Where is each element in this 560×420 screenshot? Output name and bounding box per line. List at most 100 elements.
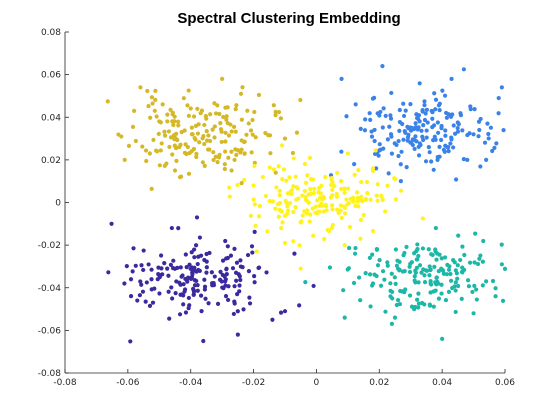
data-point-cluster-2 — [388, 116, 394, 121]
data-point-cluster-2 — [450, 112, 455, 117]
data-point-cluster-4 — [191, 292, 196, 297]
data-point-cluster-2 — [417, 141, 422, 146]
data-point-cluster-4 — [209, 270, 214, 275]
data-point-cluster-1 — [152, 108, 157, 113]
data-point-cluster-2 — [446, 149, 451, 154]
data-point-cluster-1 — [189, 125, 194, 130]
data-point-cluster-2 — [421, 137, 426, 143]
data-point-cluster-3 — [279, 209, 284, 214]
data-point-cluster-4 — [217, 277, 223, 282]
data-point-cluster-3 — [293, 174, 298, 179]
data-point-cluster-2 — [381, 106, 386, 111]
data-point-cluster-4 — [231, 311, 236, 317]
data-point-cluster-5 — [422, 302, 427, 307]
data-point-cluster-1 — [226, 155, 231, 160]
data-point-cluster-5 — [415, 242, 420, 247]
data-point-cluster-1 — [294, 130, 300, 135]
data-point-cluster-1 — [146, 103, 151, 109]
data-point-cluster-1 — [219, 129, 224, 134]
data-point-cluster-1 — [233, 147, 238, 152]
data-point-cluster-3 — [370, 166, 376, 171]
data-point-cluster-4 — [228, 253, 234, 258]
data-point-cluster-5 — [367, 255, 372, 261]
data-point-cluster-4 — [166, 273, 171, 278]
data-point-cluster-3 — [254, 249, 259, 254]
data-point-cluster-3 — [310, 206, 315, 211]
data-point-cluster-5 — [363, 271, 368, 276]
data-point-cluster-2 — [496, 95, 501, 101]
data-point-cluster-3 — [299, 219, 304, 224]
data-point-cluster-2 — [367, 111, 372, 116]
data-point-cluster-1 — [144, 158, 149, 164]
data-point-cluster-4 — [256, 265, 261, 271]
data-point-cluster-5 — [392, 315, 398, 320]
data-point-cluster-3 — [276, 214, 281, 219]
data-point-cluster-4 — [264, 270, 269, 275]
data-point-cluster-3 — [316, 190, 321, 195]
data-point-cluster-3 — [351, 199, 356, 204]
data-point-cluster-2 — [455, 120, 460, 125]
data-point-cluster-5 — [382, 277, 387, 282]
data-point-cluster-1 — [239, 147, 244, 152]
data-point-cluster-4 — [226, 297, 231, 303]
data-point-cluster-3 — [342, 211, 348, 216]
data-point-cluster-3 — [263, 193, 269, 199]
data-point-cluster-4 — [282, 309, 288, 314]
data-point-cluster-4 — [166, 289, 171, 294]
data-point-cluster-3 — [251, 197, 256, 202]
data-point-cluster-5 — [431, 304, 436, 309]
data-point-cluster-3 — [375, 198, 380, 203]
data-point-cluster-1 — [158, 148, 163, 153]
data-point-cluster-3 — [328, 195, 334, 200]
data-point-cluster-5 — [432, 264, 437, 269]
data-point-cluster-4 — [140, 289, 146, 294]
data-point-cluster-4 — [194, 278, 199, 284]
data-point-cluster-3 — [287, 175, 292, 180]
data-point-cluster-3 — [315, 210, 320, 215]
data-point-cluster-2 — [492, 145, 497, 150]
data-point-cluster-2 — [432, 91, 437, 96]
data-point-cluster-2 — [368, 117, 373, 123]
y-tick-label: 0.06 — [41, 71, 61, 81]
data-point-cluster-2 — [472, 107, 477, 112]
data-point-cluster-5 — [433, 225, 438, 231]
data-point-cluster-2 — [429, 159, 434, 164]
x-tick-label: -0.08 — [53, 378, 77, 388]
data-point-cluster-4 — [297, 303, 302, 308]
data-point-cluster-1 — [215, 159, 220, 165]
data-point-cluster-1 — [246, 121, 251, 126]
data-point-cluster-4 — [122, 281, 127, 286]
data-point-cluster-4 — [109, 221, 114, 226]
data-point-cluster-2 — [453, 177, 459, 182]
data-point-cluster-1 — [212, 101, 217, 106]
data-point-cluster-1 — [238, 91, 244, 96]
data-point-cluster-1 — [172, 168, 178, 173]
data-point-cluster-5 — [440, 336, 445, 341]
data-point-cluster-3 — [235, 182, 240, 188]
data-point-cluster-2 — [471, 132, 476, 137]
data-point-cluster-1 — [229, 149, 234, 154]
data-point-cluster-4 — [198, 253, 204, 258]
data-point-cluster-5 — [390, 289, 395, 295]
data-point-cluster-2 — [380, 125, 385, 130]
data-point-cluster-4 — [130, 269, 135, 274]
data-point-cluster-1 — [298, 97, 303, 103]
data-point-cluster-4 — [186, 295, 191, 301]
data-point-cluster-4 — [167, 316, 172, 321]
data-point-cluster-2 — [478, 164, 483, 169]
data-point-cluster-3 — [267, 165, 272, 170]
data-point-cluster-3 — [281, 167, 287, 172]
data-point-cluster-3 — [345, 151, 350, 156]
data-point-cluster-5 — [453, 280, 458, 285]
data-point-cluster-5 — [372, 272, 377, 277]
data-point-cluster-5 — [442, 255, 448, 260]
data-point-cluster-2 — [441, 147, 447, 152]
data-point-cluster-4 — [190, 270, 195, 275]
data-point-cluster-3 — [344, 197, 349, 202]
data-point-cluster-2 — [397, 107, 402, 113]
data-point-cluster-4 — [241, 307, 246, 312]
data-point-cluster-2 — [414, 139, 419, 144]
data-point-cluster-3 — [351, 195, 356, 200]
data-point-cluster-4 — [165, 266, 170, 271]
data-point-cluster-5 — [458, 257, 463, 263]
